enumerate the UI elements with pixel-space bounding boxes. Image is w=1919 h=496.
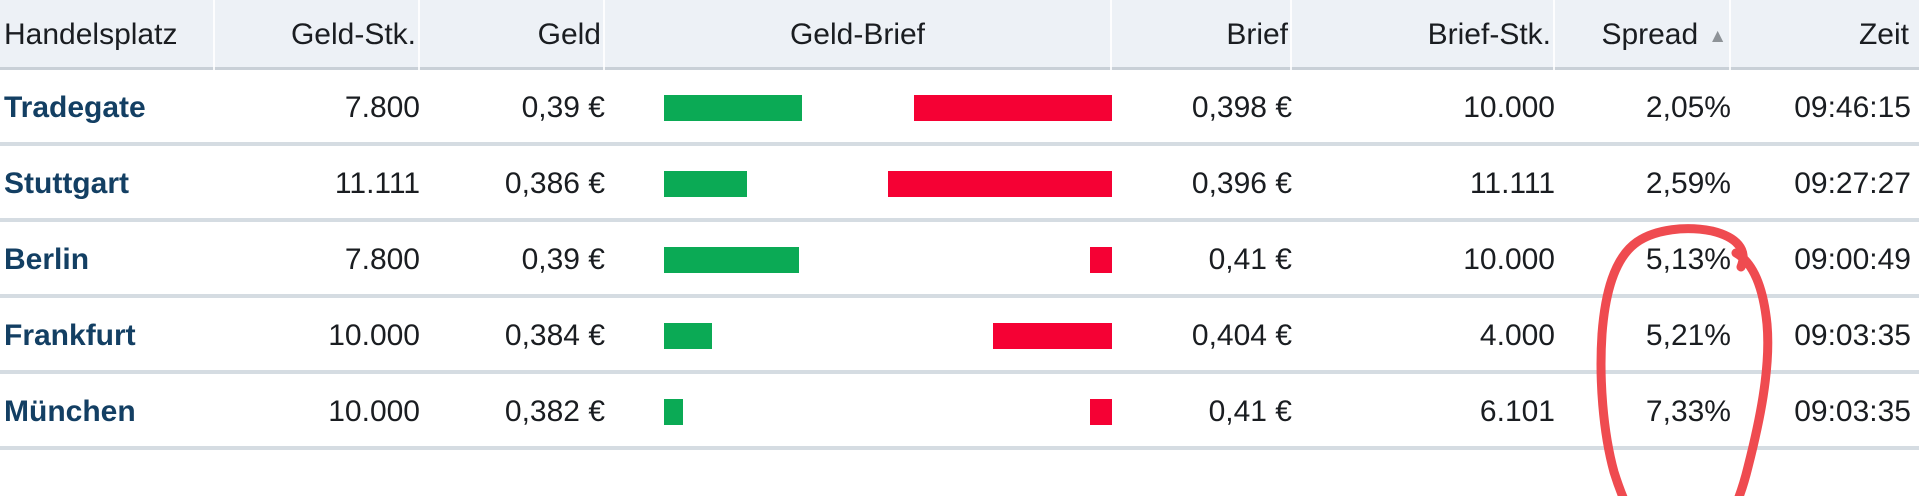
- column-header-label: Spread: [1601, 18, 1699, 51]
- spread-value: 2,59%: [1645, 167, 1731, 200]
- column-header-label: Brief-Stk.: [1427, 18, 1551, 51]
- bid-size-value: 10.000: [328, 319, 420, 352]
- ask-price-value: 0,396 €: [1191, 167, 1292, 200]
- spread-value: 5,21%: [1645, 319, 1731, 352]
- bid-bar: [664, 171, 747, 197]
- time-value: 09:03:35: [1794, 319, 1911, 352]
- ask-size-value: 10.000: [1463, 91, 1555, 124]
- ask-size-value: 10.000: [1463, 243, 1555, 276]
- bid-bar: [664, 323, 712, 349]
- ask-size-value: 11.111: [1469, 167, 1555, 200]
- column-header-spread[interactable]: Spread ▲: [1555, 0, 1731, 70]
- venue-link[interactable]: München: [4, 395, 136, 428]
- bid-ask-bar-track: [605, 298, 1112, 374]
- ask-bar: [1090, 247, 1112, 273]
- spread-value: 7,33%: [1645, 395, 1731, 428]
- ask-price-value: 0,398 €: [1191, 91, 1292, 124]
- bid-ask-bar-track: [605, 146, 1112, 222]
- column-header-label: Geld: [537, 18, 601, 51]
- bid-bar: [664, 399, 683, 425]
- column-header-zeit[interactable]: Zeit: [1731, 0, 1911, 70]
- spread-value: 5,13%: [1645, 243, 1731, 276]
- venue-cell: München: [0, 395, 215, 429]
- venue-link[interactable]: Frankfurt: [4, 319, 136, 352]
- ask-size-value: 6.101: [1479, 395, 1555, 428]
- column-header-brief[interactable]: Brief: [1112, 0, 1292, 70]
- bid-bar: [664, 247, 799, 273]
- table-row: Tradegate 7.800 0,39 € 0,398 € 10.000 2,05% 09…: [0, 70, 1919, 146]
- bid-price-value: 0,386 €: [504, 167, 605, 200]
- bid-size-value: 7.800: [344, 243, 420, 276]
- time-value: 09:46:15: [1794, 91, 1911, 124]
- market-depth-table: Handelsplatz Geld-Stk. Geld Geld-Brief Brief…: [0, 0, 1919, 450]
- column-header-label: Brief: [1226, 18, 1288, 51]
- ask-bar: [914, 95, 1112, 121]
- table-row: München 10.000 0,382 € 0,41 € 6.101 7,33% 09:0…: [0, 374, 1919, 450]
- time-value: 09:03:35: [1794, 395, 1911, 428]
- ask-size-value: 4.000: [1479, 319, 1555, 352]
- column-header-label: Geld-Brief: [789, 18, 926, 51]
- bid-size-value: 7.800: [344, 91, 420, 124]
- bid-size-value: 11.111: [334, 167, 420, 200]
- venue-cell: Berlin: [0, 243, 215, 277]
- column-header-handelsplatz[interactable]: Handelsplatz: [0, 0, 215, 70]
- sort-ascending-icon: ▲: [1708, 26, 1727, 47]
- column-header-geld[interactable]: Geld: [420, 0, 605, 70]
- bid-price-value: 0,382 €: [504, 395, 605, 428]
- bid-ask-bar-track: [605, 70, 1112, 146]
- venue-link[interactable]: Stuttgart: [4, 167, 129, 200]
- column-header-geld_brief[interactable]: Geld-Brief: [605, 0, 1112, 70]
- table-header-row: Handelsplatz Geld-Stk. Geld Geld-Brief Brief…: [0, 0, 1919, 70]
- bid-price-value: 0,384 €: [504, 319, 605, 352]
- table-row: Frankfurt 10.000 0,384 € 0,404 € 4.000 5,21% 0…: [0, 298, 1919, 374]
- column-header-label: Zeit: [1858, 18, 1909, 51]
- ask-bar: [888, 171, 1112, 197]
- venue-cell: Tradegate: [0, 91, 215, 125]
- bid-ask-bar-track: [605, 374, 1112, 450]
- time-value: 09:00:49: [1794, 243, 1911, 276]
- table-row: Berlin 7.800 0,39 € 0,41 € 10.000 5,13% 09:00:…: [0, 222, 1919, 298]
- time-value: 09:27:27: [1794, 167, 1911, 200]
- venue-cell: Stuttgart: [0, 167, 215, 201]
- venue-link[interactable]: Tradegate: [4, 91, 146, 124]
- ask-bar: [1090, 399, 1112, 425]
- column-header-label: Handelsplatz: [4, 18, 178, 51]
- ask-bar: [993, 323, 1112, 349]
- bid-ask-bar-track: [605, 222, 1112, 298]
- bid-price-value: 0,39 €: [521, 91, 605, 124]
- venue-cell: Frankfurt: [0, 319, 215, 353]
- bid-bar: [664, 95, 802, 121]
- column-header-brief_stk[interactable]: Brief-Stk.: [1292, 0, 1555, 70]
- table-body: Tradegate 7.800 0,39 € 0,398 € 10.000 2,05% 09…: [0, 70, 1919, 450]
- spread-value: 2,05%: [1645, 91, 1731, 124]
- column-header-label: Geld-Stk.: [290, 18, 416, 51]
- ask-price-value: 0,41 €: [1208, 243, 1292, 276]
- ask-price-value: 0,41 €: [1208, 395, 1292, 428]
- bid-size-value: 10.000: [328, 395, 420, 428]
- column-header-geld_stk[interactable]: Geld-Stk.: [215, 0, 420, 70]
- ask-price-value: 0,404 €: [1191, 319, 1292, 352]
- venue-link[interactable]: Berlin: [4, 243, 90, 276]
- table-row: Stuttgart 11.111 0,386 € 0,396 € 11.111 2,59%…: [0, 146, 1919, 222]
- bid-price-value: 0,39 €: [521, 243, 605, 276]
